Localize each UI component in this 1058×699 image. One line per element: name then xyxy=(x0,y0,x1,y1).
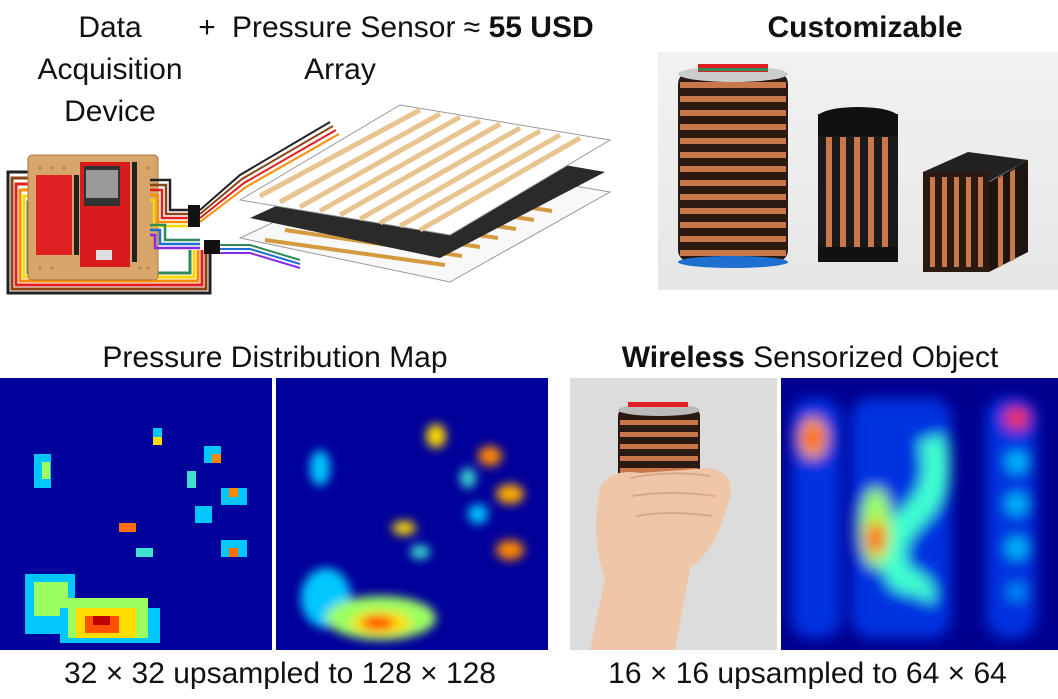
sensor-label-line-1: Pressure Sensor ≈ 55 USD xyxy=(232,8,662,48)
pressure-map-caption: 32 × 32 upsampled to 128 × 128 xyxy=(63,657,496,690)
daq-label-line-1: Data xyxy=(78,11,142,44)
wireless-title-rest: Sensorized Object xyxy=(753,341,999,374)
heatmap-128x128 xyxy=(276,378,548,650)
daq-label-line-2: Acquisition xyxy=(37,53,183,86)
tall-cylinder-object xyxy=(678,64,788,268)
daq-label-line-3: Device xyxy=(64,95,156,128)
hand-holding-object-photo xyxy=(570,378,777,650)
red-board-left xyxy=(36,175,72,255)
approx-symbol: ≈ xyxy=(463,11,481,44)
wireless-object-title: Wireless Sensorized Object xyxy=(580,338,1040,378)
middle-cylinder-object xyxy=(818,107,898,262)
wireless-object-caption: 16 × 16 upsampled to 64 × 64 xyxy=(608,657,1007,690)
cube-object xyxy=(923,152,1028,272)
plus-sign: + xyxy=(198,11,216,44)
heatmap-64x64 xyxy=(781,378,1058,650)
heatmap-32x32 xyxy=(0,378,272,650)
connector-bottom xyxy=(204,240,220,254)
wireless-title-bold: Wireless xyxy=(621,341,745,374)
customizable-title: Customizable xyxy=(767,11,963,44)
customizable-objects-photo xyxy=(658,52,1058,290)
price-label: 55 USD xyxy=(488,11,594,44)
sensor-label-text: Pressure Sensor xyxy=(232,11,456,44)
sensor-label-line-2: Array xyxy=(304,53,376,86)
connector-top xyxy=(188,205,200,227)
hardware-illustration xyxy=(0,100,660,300)
pressure-map-title: Pressure Distribution Map xyxy=(102,341,448,374)
